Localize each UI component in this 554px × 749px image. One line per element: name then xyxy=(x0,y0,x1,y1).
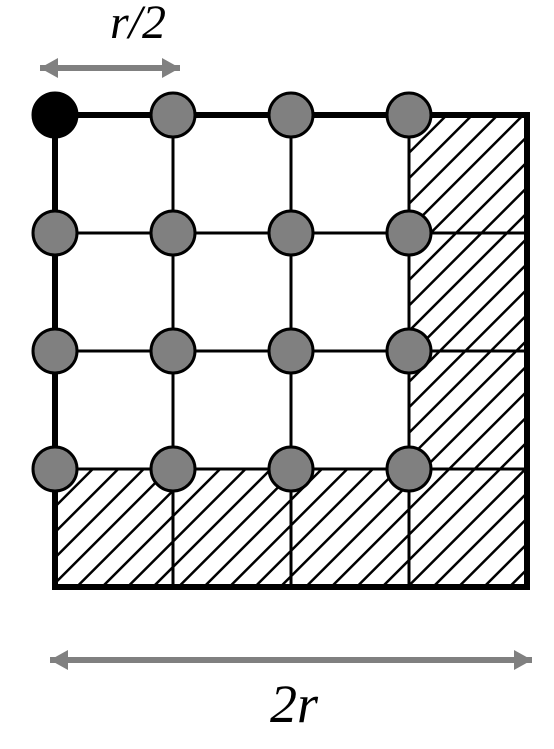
grid-node-origin xyxy=(33,93,77,137)
hatched-cell xyxy=(291,469,409,587)
grid-node xyxy=(151,211,195,255)
grid-node xyxy=(269,211,313,255)
dimension-arrow-top xyxy=(40,58,180,78)
label-r-half: r/2 xyxy=(110,0,166,49)
grid-diagram: r/2 2r xyxy=(0,0,554,749)
grid-node xyxy=(33,329,77,373)
grid-node xyxy=(387,93,431,137)
grid-node xyxy=(269,93,313,137)
grid-node xyxy=(33,211,77,255)
hatched-cell xyxy=(409,115,527,233)
grid-node xyxy=(269,329,313,373)
label-2r: 2r xyxy=(270,674,319,734)
grid-node xyxy=(387,447,431,491)
hatched-cell xyxy=(173,469,291,587)
grid-node xyxy=(151,447,195,491)
grid-node xyxy=(151,93,195,137)
hatched-cell xyxy=(409,351,527,469)
grid-node xyxy=(33,447,77,491)
grid-node xyxy=(269,447,313,491)
grid-node xyxy=(387,329,431,373)
grid-node xyxy=(387,211,431,255)
hatched-cell xyxy=(409,233,527,351)
hatched-cell xyxy=(409,469,527,587)
dimension-arrow-bottom xyxy=(50,650,532,670)
grid-node xyxy=(151,329,195,373)
hatched-cell xyxy=(55,469,173,587)
